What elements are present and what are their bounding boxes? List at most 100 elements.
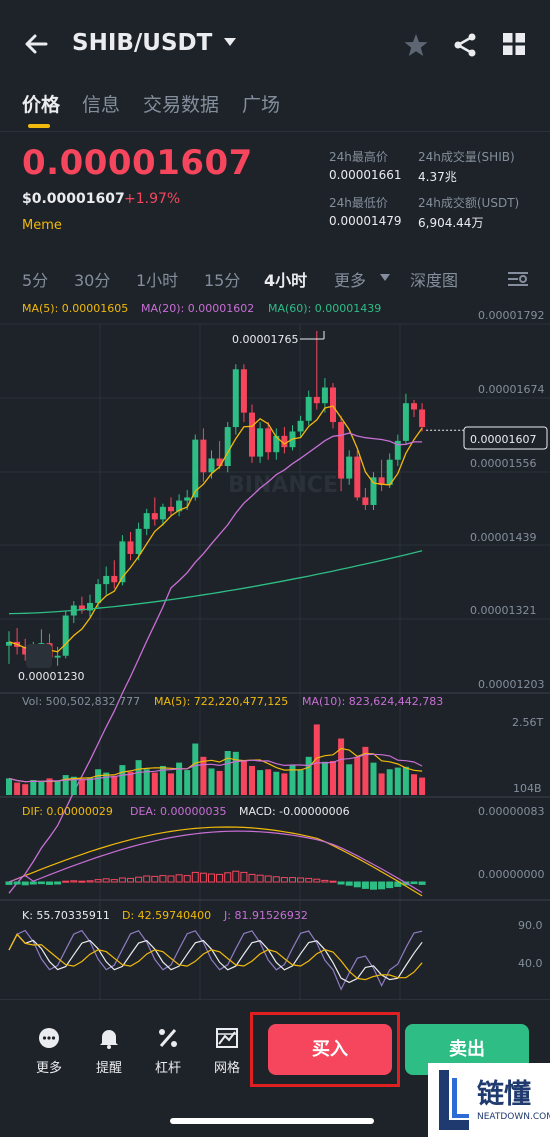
volume-bar — [402, 766, 409, 795]
macd-bar — [29, 881, 37, 885]
tab-price[interactable]: 价格 — [22, 94, 61, 116]
category-tag[interactable]: Meme — [22, 218, 62, 233]
ma60-line — [8, 550, 423, 615]
macd-bar — [418, 881, 426, 885]
volume-value: 4.37兆 — [418, 170, 457, 184]
volume-bar — [135, 760, 142, 795]
macd-bar — [199, 872, 207, 883]
macd-bar — [62, 880, 70, 883]
candle — [135, 528, 142, 554]
candlestick-chart[interactable]: BINANCE 0.00001792 0.00001674 0.00001556… — [0, 0, 550, 1000]
star-icon[interactable] — [403, 32, 429, 58]
volume-bar — [289, 765, 296, 795]
axis-label: 0.00000083 — [478, 805, 544, 818]
candle — [419, 409, 426, 428]
volume-bar — [127, 771, 134, 795]
macd-bar — [240, 871, 248, 883]
volume-ma10-label: MA(10): 823,624,442,783 — [302, 695, 443, 708]
candle — [305, 396, 312, 421]
volume-bar — [224, 751, 231, 795]
candle — [321, 387, 328, 404]
macd-bar — [54, 881, 62, 885]
current-price-label: 0.00001607 — [470, 433, 536, 446]
interval-1h[interactable]: 1小时 — [136, 271, 179, 290]
macd-bar — [256, 874, 264, 883]
macd-bar — [345, 881, 353, 886]
chevron-down-icon[interactable] — [224, 38, 236, 46]
candle — [6, 641, 12, 646]
back-arrow-icon[interactable] — [22, 30, 50, 58]
macd-bar — [46, 881, 53, 885]
volume-bar — [208, 768, 215, 795]
candle — [378, 477, 385, 485]
macd-label: MACD: -0.00000006 — [239, 805, 350, 818]
tab-trade-data[interactable]: 交易数据 — [143, 94, 220, 116]
candle — [313, 396, 320, 404]
macd-bar — [232, 870, 240, 883]
depth-chart-tab[interactable]: 深度图 — [410, 271, 459, 290]
k-line — [8, 933, 423, 984]
candle — [362, 497, 369, 505]
volume-bar — [70, 776, 77, 795]
macd-bar — [208, 873, 215, 883]
high-marker-label: 0.00001765 — [232, 333, 298, 346]
pair-title[interactable]: SHIB/USDT — [72, 30, 213, 56]
last-price: 0.00001607 — [22, 143, 253, 183]
interval-5m[interactable]: 5分 — [22, 271, 49, 290]
candle — [78, 605, 85, 611]
macd-bar — [143, 875, 151, 883]
share-icon[interactable] — [452, 32, 478, 58]
macd-bar — [167, 875, 175, 883]
macd-bar — [216, 873, 224, 883]
volume-bar — [232, 751, 239, 795]
buy-button[interactable]: 买入 — [268, 1024, 392, 1075]
chevron-down-icon[interactable] — [380, 274, 390, 281]
volume-ma5-label: MA(5): 722,220,477,125 — [154, 695, 288, 708]
chart-settings-icon[interactable] — [507, 269, 529, 289]
macd-bar — [37, 881, 45, 885]
candle — [159, 506, 166, 520]
macd-bar — [151, 875, 159, 883]
macd-bar — [305, 877, 313, 883]
candle — [168, 506, 174, 512]
interval-4h[interactable]: 4小时 — [264, 271, 308, 290]
nav-leverage[interactable]: 杠杆 — [148, 1027, 188, 1076]
ma60-label: MA(60): 0.00001439 — [268, 302, 382, 315]
macd-bar — [110, 879, 118, 883]
current-price-box — [463, 426, 548, 450]
candle — [273, 435, 280, 453]
macd-bar — [118, 877, 126, 883]
watermark-subtext: NEATDOWN.COM — [477, 1112, 550, 1122]
grid-icon[interactable] — [503, 33, 525, 55]
candle — [54, 655, 61, 658]
k-label: K: 55.70335911 — [22, 909, 110, 922]
interval-30m[interactable]: 30分 — [74, 271, 111, 290]
nav-grid-trading[interactable]: 网格 — [207, 1027, 247, 1076]
nav-more[interactable]: 更多 — [29, 1027, 69, 1076]
macd-bar — [378, 881, 386, 890]
volume-bar — [305, 756, 312, 795]
nav-leverage-label: 杠杆 — [154, 1061, 181, 1076]
gridlines — [0, 323, 550, 1000]
tab-square[interactable]: 广场 — [242, 94, 281, 116]
volume-bar — [38, 781, 45, 795]
nav-more-label: 更多 — [35, 1061, 62, 1076]
volume-bar — [370, 762, 377, 795]
interval-15m[interactable]: 15分 — [204, 271, 241, 290]
volume-bar — [78, 779, 85, 795]
volume-bar — [313, 724, 320, 795]
interval-more[interactable]: 更多 — [334, 271, 367, 290]
volume-bars — [6, 724, 426, 795]
candle — [127, 541, 134, 554]
grid-trading-icon — [216, 1028, 238, 1048]
candle — [143, 513, 150, 529]
macd-bar — [361, 881, 369, 889]
tab-info[interactable]: 信息 — [82, 94, 121, 116]
candle — [281, 435, 288, 448]
volume-bar — [240, 760, 247, 795]
axis-label: 104B — [513, 782, 542, 795]
candle — [119, 541, 126, 583]
d-label: D: 42.59740400 — [122, 909, 211, 922]
nav-alert[interactable]: 提醒 — [89, 1027, 129, 1076]
low-label: 24h最低价 — [329, 196, 388, 210]
